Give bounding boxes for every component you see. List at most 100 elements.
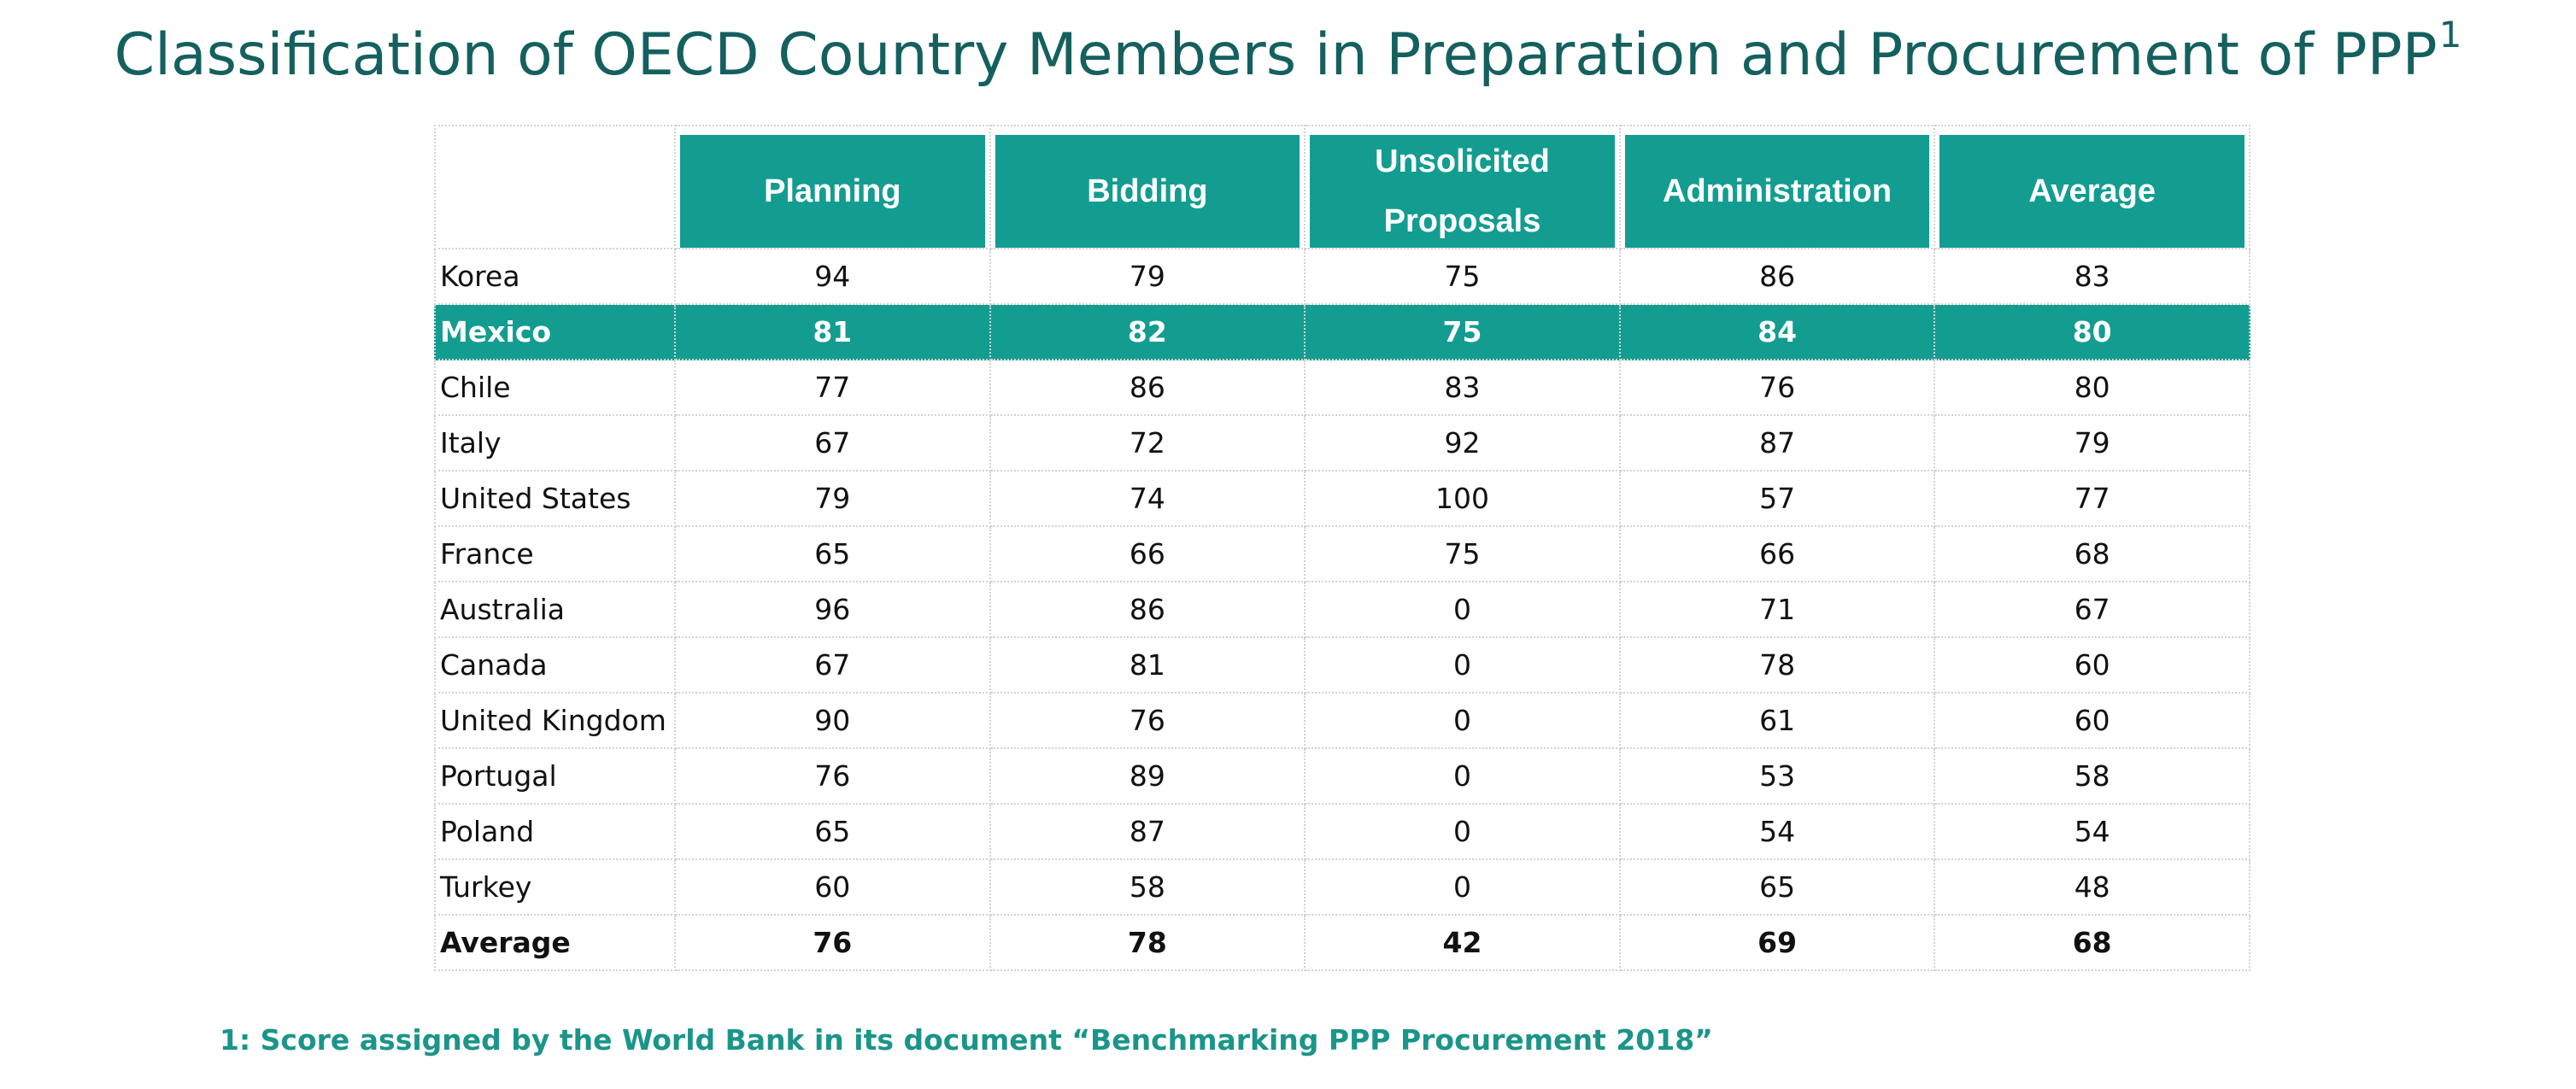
column-header: Average [1935,125,2250,249]
score-cell: 0 [1306,805,1621,860]
footnote: 1: Score assigned by the World Bank in i… [220,1023,1713,1057]
column-header: Administration [1620,125,1936,249]
score-cell: 66 [990,527,1306,583]
score-cell: 87 [1620,416,1936,471]
score-cell: 96 [676,583,991,638]
score-cell: 0 [1306,694,1621,749]
table-row: Canada 67 81 0 78 60 [434,638,2250,694]
table-row: Turkey 60 58 0 65 48 [434,860,2250,916]
score-cell: 58 [990,860,1306,916]
score-cell: 81 [990,638,1306,694]
column-header-label: Unsolicited Proposals [1310,135,1615,248]
score-cell: 84 [1620,305,1936,360]
score-cell: 87 [990,805,1306,860]
score-cell: 54 [1620,805,1936,860]
score-cell: 81 [676,305,991,360]
table-header: Planning Bidding Unsolicited Proposals Admi… [434,125,2250,249]
score-cell: 67 [1935,583,2250,638]
score-cell: 71 [1620,583,1936,638]
score-cell: 65 [676,527,991,583]
table-row: Italy 67 72 92 87 79 [434,416,2250,471]
score-cell: 86 [990,360,1306,416]
title-text: Classification of OECD Country Members i… [114,21,2438,89]
score-cell: 66 [1620,527,1936,583]
average-score-cell: 69 [1620,916,1936,971]
score-cell: 83 [1935,249,2250,305]
score-cell: 90 [676,694,991,749]
header-row: Planning Bidding Unsolicited Proposals Admi… [434,125,2250,249]
score-cell: 76 [1620,360,1936,416]
country-cell: United Kingdom [434,694,676,749]
column-header-label: Administration [1624,135,1930,248]
country-cell: Turkey [434,860,676,916]
score-cell: 83 [1306,360,1621,416]
table-row: Portugal 76 89 0 53 58 [434,749,2250,805]
score-cell: 67 [676,638,991,694]
score-cell: 67 [676,416,991,471]
country-cell: Australia [434,583,676,638]
score-cell: 77 [1935,471,2250,527]
average-score-cell: 42 [1306,916,1621,971]
classification-table-container: Planning Bidding Unsolicited Proposals Admi… [434,125,2250,971]
country-cell: Italy [434,416,676,471]
score-cell: 58 [1935,749,2250,805]
column-header: Unsolicited Proposals [1306,125,1621,249]
classification-table: Planning Bidding Unsolicited Proposals Admi… [434,125,2250,971]
score-cell: 86 [1620,249,1936,305]
page-title: Classification of OECD Country Members i… [0,9,2576,102]
average-row: Average 76 78 42 69 68 [434,916,2250,971]
score-cell: 0 [1306,749,1621,805]
score-cell: 79 [676,471,991,527]
table-row: Korea 94 79 75 86 83 [434,249,2250,305]
score-cell: 65 [676,805,991,860]
score-cell: 77 [676,360,991,416]
score-cell: 82 [990,305,1306,360]
score-cell: 68 [1935,527,2250,583]
average-score-cell: 76 [676,916,991,971]
column-header-label: Bidding [995,135,1300,248]
country-cell: Korea [434,249,676,305]
table-body: Korea 94 79 75 86 83 Mexico 81 82 75 84 80 Chile 77 86… [434,249,2250,971]
score-cell: 61 [1620,694,1936,749]
score-cell: 76 [676,749,991,805]
average-score-cell: 78 [990,916,1306,971]
score-cell: 0 [1306,860,1621,916]
score-cell: 79 [1935,416,2250,471]
score-cell: 72 [990,416,1306,471]
score-cell: 76 [990,694,1306,749]
score-cell: 80 [1935,305,2250,360]
score-cell: 53 [1620,749,1936,805]
country-cell: Portugal [434,749,676,805]
score-cell: 78 [1620,638,1936,694]
score-cell: 65 [1620,860,1936,916]
table-row: United Kingdom 90 76 0 61 60 [434,694,2250,749]
score-cell: 48 [1935,860,2250,916]
table-row: Australia 96 86 0 71 67 [434,583,2250,638]
score-cell: 79 [990,249,1306,305]
score-cell: 0 [1306,583,1621,638]
header-corner-cell [434,125,676,249]
score-cell: 89 [990,749,1306,805]
country-cell: United States [434,471,676,527]
score-cell: 75 [1306,249,1621,305]
score-cell: 92 [1306,416,1621,471]
title-footnote-marker: 1 [2438,14,2462,56]
average-score-cell: 68 [1935,916,2250,971]
column-header: Planning [676,125,991,249]
table-row: France 65 66 75 66 68 [434,527,2250,583]
score-cell: 57 [1620,471,1936,527]
score-cell: 60 [1935,694,2250,749]
country-cell: Canada [434,638,676,694]
column-header-label: Average [1939,135,2244,248]
country-cell: Chile [434,360,676,416]
score-cell: 54 [1935,805,2250,860]
score-cell: 60 [1935,638,2250,694]
score-cell: 60 [676,860,991,916]
table-row: Poland 65 87 0 54 54 [434,805,2250,860]
table-row: Chile 77 86 83 76 80 [434,360,2250,416]
score-cell: 86 [990,583,1306,638]
score-cell: 75 [1306,527,1621,583]
score-cell: 0 [1306,638,1621,694]
country-cell: Mexico [434,305,676,360]
table-row: United States 79 74 100 57 77 [434,471,2250,527]
